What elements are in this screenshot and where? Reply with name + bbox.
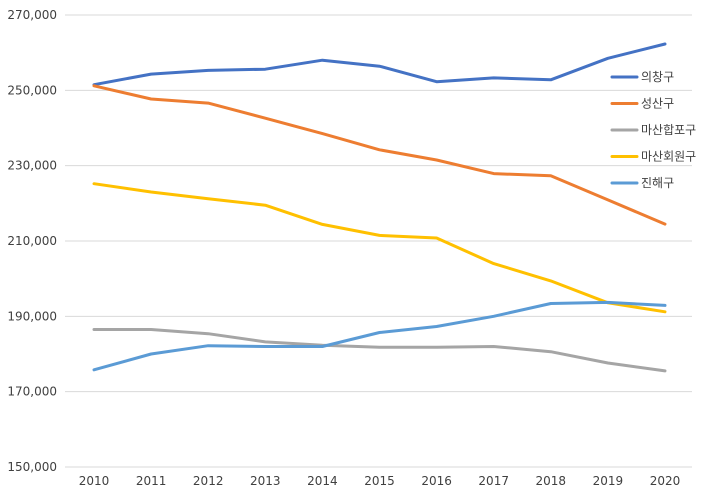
series-line-4 (92, 300, 667, 372)
y-tick-label: 270,000 (7, 8, 57, 22)
series-lines (92, 42, 667, 373)
series-line-2 (92, 328, 667, 373)
y-tick-label: 190,000 (7, 309, 57, 323)
x-tick-label: 2016 (421, 474, 452, 488)
y-tick-label: 250,000 (7, 83, 57, 97)
legend-item: 진해구 (610, 176, 674, 190)
x-tick-label: 2020 (650, 474, 681, 488)
y-axis: 150,000 170,000 190,000 210,000 230,000 250,0… (7, 8, 57, 474)
series-line-0 (92, 42, 667, 87)
legend-label: 마산합포구 (641, 123, 696, 137)
x-tick-label: 2012 (193, 474, 224, 488)
x-tick-label: 2019 (593, 474, 624, 488)
legend-label: 진해구 (641, 176, 674, 190)
series-line-3 (92, 182, 667, 314)
legend-label: 마산회원구 (641, 150, 696, 164)
x-tick-label: 2015 (364, 474, 395, 488)
x-tick-label: 2013 (250, 474, 281, 488)
legend-item: 의창구 (610, 70, 674, 84)
x-tick-label: 2011 (136, 474, 167, 488)
x-tick-label: 2014 (307, 474, 338, 488)
x-tick-label: 2018 (536, 474, 567, 488)
y-tick-label: 230,000 (7, 159, 57, 173)
legend-item: 마산합포구 (610, 123, 696, 137)
legend-label: 의창구 (641, 70, 674, 84)
y-tick-label: 170,000 (7, 385, 57, 399)
x-tick-label: 2017 (478, 474, 509, 488)
y-tick-label: 210,000 (7, 234, 57, 248)
series-line-1 (92, 84, 667, 226)
legend-item: 성산구 (610, 97, 674, 111)
legend-item: 마산회원구 (610, 150, 696, 164)
legend-label: 성산구 (641, 97, 674, 111)
x-tick-label: 2010 (79, 474, 110, 488)
y-tick-label: 150,000 (7, 460, 57, 474)
x-axis: 2010 2011 2012 2013 2014 2015 2016 2017 2018 2019… (79, 474, 681, 488)
grid (65, 14, 692, 468)
